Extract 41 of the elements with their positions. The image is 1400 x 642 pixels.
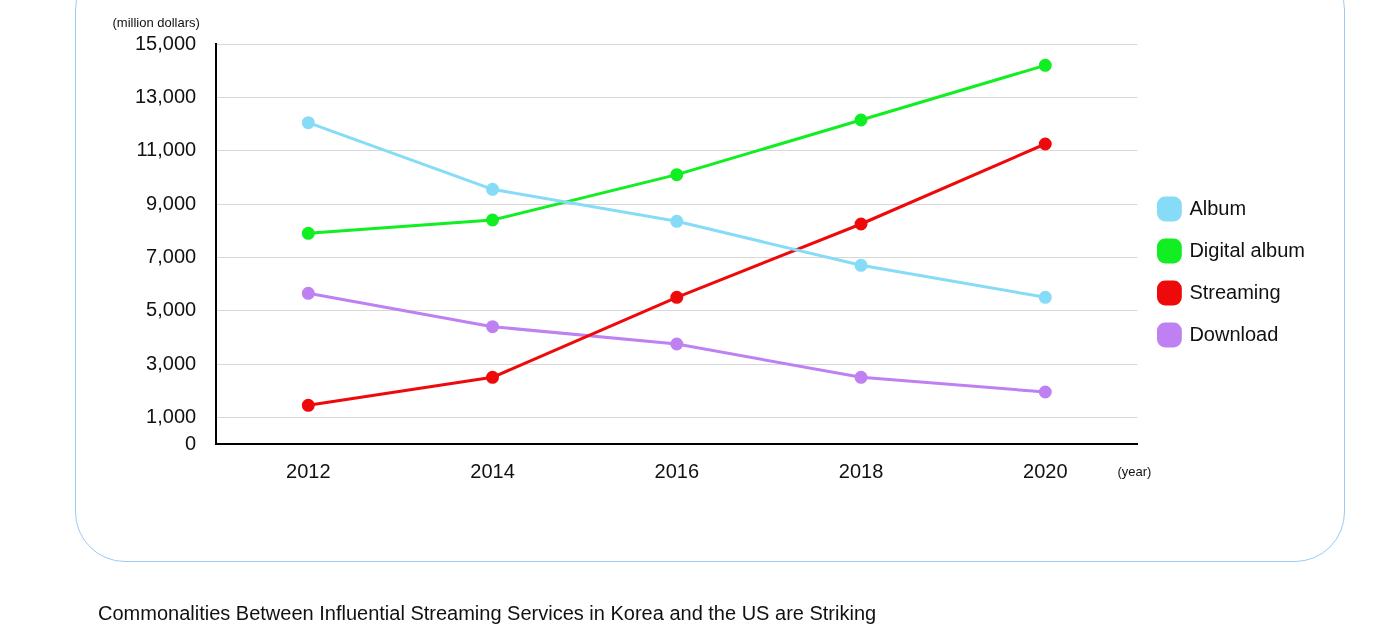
point <box>1038 58 1052 72</box>
point <box>854 113 868 127</box>
legend-label: Album <box>1189 196 1247 219</box>
point <box>301 226 315 240</box>
point <box>854 370 868 384</box>
point <box>301 286 315 300</box>
x-tick-label: 2012 <box>286 459 331 482</box>
y-tick-label: 3,000 <box>146 351 197 374</box>
point <box>486 213 500 227</box>
y-tick-label: 1,000 <box>146 404 197 427</box>
x-tick-label: 2016 <box>654 459 700 482</box>
x-tick-label: 2020 <box>1023 459 1068 482</box>
point <box>670 337 684 351</box>
point <box>670 214 684 228</box>
point <box>854 217 868 231</box>
y-tick-label: 7,000 <box>146 244 197 267</box>
point <box>301 398 315 412</box>
y-axis-title: (million dollars) <box>112 15 200 31</box>
x-axis-title: (year) <box>1117 463 1152 479</box>
point <box>1038 385 1052 399</box>
point <box>854 258 868 272</box>
legend-label: Streaming <box>1189 280 1281 303</box>
y-tick-label: 13,000 <box>135 84 197 107</box>
x-tick-label: 2018 <box>838 459 884 482</box>
y-tick-label: 9,000 <box>146 191 197 214</box>
legend-label: Download <box>1189 322 1279 345</box>
point <box>486 320 500 334</box>
y-tick-label: 11,000 <box>136 138 197 161</box>
x-tick-label: 2014 <box>470 459 515 482</box>
point <box>670 290 684 304</box>
legend-label: Digital album <box>1189 238 1305 261</box>
point <box>301 116 315 130</box>
y-tick-label: 15,000 <box>135 31 197 54</box>
y-tick-label: 0 <box>185 431 197 454</box>
point <box>670 168 684 182</box>
text: Commonalities Between Influential Streaming Services in Korea and the US are Striking <box>98 602 877 625</box>
point <box>486 182 500 196</box>
point <box>1038 137 1052 151</box>
point <box>1038 290 1052 304</box>
y-tick-label: 5,000 <box>146 298 197 321</box>
point <box>486 370 500 384</box>
